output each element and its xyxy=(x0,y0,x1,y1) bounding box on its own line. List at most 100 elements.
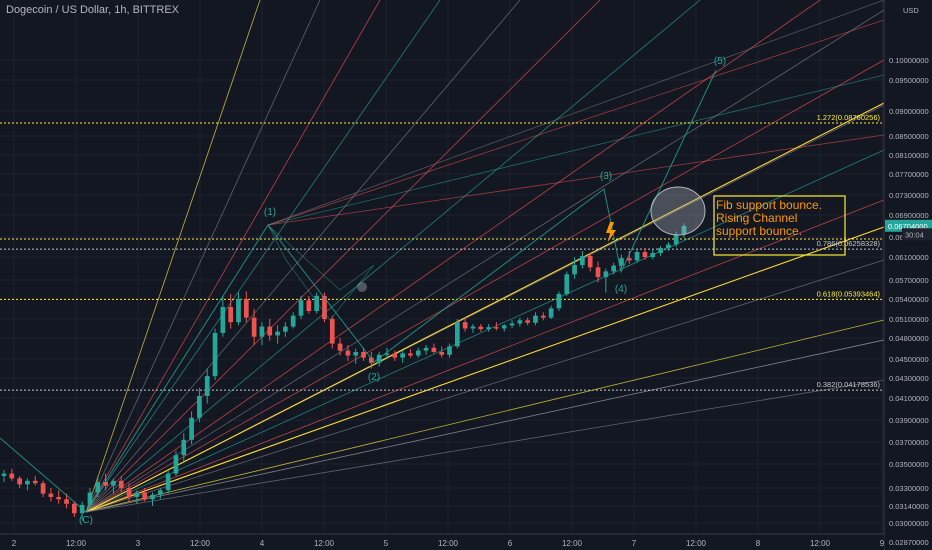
fib-level-label: 0.618(0.05393464) xyxy=(817,289,881,298)
rising-channel xyxy=(85,102,885,513)
candle-body xyxy=(243,299,249,318)
fib-level-label: 0.786(0.06258328) xyxy=(817,239,881,248)
candle-body xyxy=(197,396,202,418)
candle-body xyxy=(415,350,421,356)
candle-body xyxy=(251,317,257,337)
candle-body xyxy=(548,308,554,318)
time-tick-label: 12:00 xyxy=(562,539,583,548)
candle-body xyxy=(517,320,523,324)
fan-line xyxy=(85,0,701,513)
wave-label: (4) xyxy=(615,284,627,295)
candle-body xyxy=(673,234,679,245)
candle-body xyxy=(423,347,429,351)
time-tick-label: 2 xyxy=(12,539,17,548)
candle-body xyxy=(189,417,194,440)
candle-body xyxy=(556,293,562,309)
wave-label: (C) xyxy=(79,515,93,526)
candle-body xyxy=(329,319,335,344)
candle-body xyxy=(220,307,226,333)
candle-body xyxy=(204,376,210,396)
candle-body xyxy=(1,473,7,476)
candle-body xyxy=(345,350,351,356)
candle-body xyxy=(462,322,468,329)
candle-body xyxy=(259,326,265,337)
time-axis-background xyxy=(0,534,884,550)
candle-body xyxy=(283,326,288,332)
candle-body xyxy=(439,352,445,355)
price-tick-label: 0.07300000 xyxy=(889,191,929,200)
candle-body xyxy=(619,258,624,266)
price-tick-label: 0.05100000 xyxy=(889,315,929,324)
candle-body xyxy=(603,271,609,278)
fib-fan-lines xyxy=(85,0,885,513)
candle-body xyxy=(165,473,171,491)
candle-body xyxy=(134,492,140,497)
price-tick-label: 0.03900000 xyxy=(889,416,929,425)
price-tick-label: 0.04800000 xyxy=(889,334,929,343)
candle-body xyxy=(454,322,460,347)
fan-line xyxy=(267,0,885,226)
candle-body xyxy=(431,347,437,352)
fib-levels: 1.272(0.08760256) 0.786(0.06258328) 0.618(… xyxy=(0,113,884,391)
candle-body xyxy=(626,258,632,261)
fan-line xyxy=(85,0,261,513)
fib-level-label: 1.272(0.08760256) xyxy=(817,113,881,122)
candle-body xyxy=(212,332,218,377)
chart-header-symbol: Dogecoin / US Dollar, 1h, BITTREX xyxy=(6,4,180,16)
candle-body xyxy=(150,494,155,500)
candle-body xyxy=(408,353,413,356)
candle-body xyxy=(681,226,687,235)
support-highlight-circle xyxy=(650,186,706,236)
candle-body xyxy=(361,352,366,358)
time-tick-label: 5 xyxy=(384,539,389,548)
candle-body xyxy=(157,490,163,495)
candles xyxy=(1,223,687,521)
candle-body xyxy=(173,455,179,474)
fan-line xyxy=(85,199,885,513)
minor-highlight-circle xyxy=(357,282,367,292)
time-tick-label: 9 xyxy=(880,539,885,548)
candle-body xyxy=(181,439,187,456)
price-tick-label: 0.10000000 xyxy=(889,56,929,65)
candle-body xyxy=(494,327,499,329)
fan-line xyxy=(85,0,321,513)
price-tick-label: 0.04500000 xyxy=(889,355,929,364)
candle-body xyxy=(48,493,54,497)
fan-line xyxy=(85,259,885,513)
wave-label: (5) xyxy=(714,56,726,67)
candle-body xyxy=(56,497,62,500)
price-tick-label: 0.04100000 xyxy=(889,394,929,403)
wave-label: (2) xyxy=(368,372,380,383)
price-tick-label: 0.06900000 xyxy=(889,211,929,220)
lightning-icon xyxy=(606,222,616,242)
candle-body xyxy=(142,492,148,500)
time-tick-label: 8 xyxy=(756,539,761,548)
candle-body xyxy=(392,353,398,358)
time-tick-label: 12:00 xyxy=(810,539,831,548)
wave-path xyxy=(0,69,717,513)
channel-support-line xyxy=(85,226,885,513)
candle-body xyxy=(470,326,476,329)
candle-body xyxy=(501,325,507,329)
candle-body xyxy=(447,346,452,355)
current-price-label: 0.06704000 xyxy=(888,222,928,231)
price-tick-label: 0.05700000 xyxy=(889,276,929,285)
fib-fan-lines-secondary xyxy=(267,0,885,226)
fan-line xyxy=(85,0,381,513)
fan-line xyxy=(85,0,601,513)
candle-body xyxy=(650,253,656,257)
elliott-wave: (C) (1) (2) (3) (4) (5) xyxy=(0,56,726,526)
price-tick-label: 0.03500000 xyxy=(889,460,929,469)
candle-body xyxy=(595,267,601,278)
time-tick-label: 4 xyxy=(260,539,265,548)
time-tick-label: 6 xyxy=(508,539,513,548)
price-tick-label: 0.08100000 xyxy=(889,151,929,160)
candle-body xyxy=(314,295,319,311)
fan-line xyxy=(85,9,885,513)
candle-body xyxy=(118,480,124,488)
candle-body xyxy=(478,326,484,330)
wave-label: (1) xyxy=(264,207,276,218)
candle-body xyxy=(587,256,593,268)
candle-body xyxy=(111,480,116,486)
